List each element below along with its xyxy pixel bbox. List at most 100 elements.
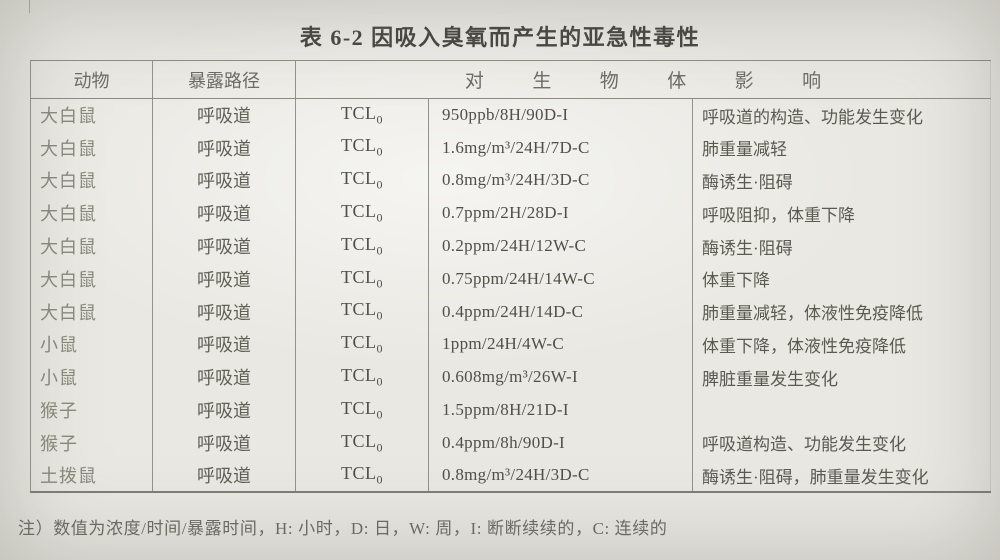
table-row: 大白鼠 呼吸道 TCL0 0.4ppm/24H/14D-C 肺重量减轻，体液性免… — [31, 295, 991, 329]
table-row: 大白鼠 呼吸道 TCL0 1.6mg/m³/24H/7D-C 肺重量减轻 — [31, 131, 991, 165]
table-row: 大白鼠 呼吸道 TCL0 0.75ppm/24H/14W-C 体重下降 — [31, 262, 991, 296]
tcl-text: TCL — [341, 397, 377, 418]
animal-cell: 小鼠 — [40, 368, 78, 389]
tcl-text: TCL — [341, 299, 377, 320]
dose-cell: 0.8mg/m³/24H/3D-C — [428, 164, 693, 197]
tcl-cell: TCL0 — [295, 426, 429, 460]
effect-cell: 呼吸道构造、功能发生变化 — [691, 426, 991, 460]
table-row: 猴子 呼吸道 TCL0 1.5ppm/8H/21D-I — [31, 393, 991, 427]
effect-cell: 体重下降 — [691, 262, 991, 296]
dose-cell: 0.4ppm/24H/14D-C — [428, 295, 693, 329]
table-title: 表 6-2 因吸入臭氧而产生的亚急性毒性 — [299, 25, 701, 50]
dose-cell: 0.7ppm/2H/28D-I — [428, 196, 693, 230]
effect-cell — [691, 393, 991, 427]
exposure-route-cell: 呼吸道 — [152, 164, 296, 197]
tcl-text: TCL — [341, 168, 377, 189]
header-row: 动物 暴露路径 对生物体影响 — [30, 60, 991, 99]
tcl-cell: TCL0 — [295, 164, 429, 197]
effect-cell: 脾脏重量发生变化 — [691, 360, 991, 394]
exposure-route-cell: 呼吸道 — [152, 131, 296, 165]
dose-cell: 1ppm/24H/4W-C — [428, 328, 693, 361]
tcl-subscript: 0 — [376, 144, 383, 159]
tcl-cell: TCL0 — [295, 295, 429, 329]
dose-cell: 950ppb/8H/90D-I — [428, 98, 693, 132]
tcl-subscript: 0 — [376, 177, 383, 192]
tcl-subscript: 0 — [376, 341, 383, 356]
table-row: 大白鼠 呼吸道 TCL0 950ppb/8H/90D-I 呼吸道的构造、功能发生… — [31, 98, 991, 132]
dose-cell: 0.608mg/m³/26W-I — [428, 360, 693, 394]
header-effect-on-organism: 对生物体影响 — [294, 60, 991, 99]
tcl-cell: TCL0 — [295, 262, 429, 296]
tcl-cell: TCL0 — [295, 131, 429, 165]
tcl-cell: TCL0 — [295, 98, 429, 132]
effect-cell: 酶诱生·阻碍，肺重量发生变化 — [691, 459, 991, 493]
exposure-route-cell: 呼吸道 — [152, 262, 296, 296]
tcl-subscript: 0 — [376, 243, 383, 258]
animal-cell: 大白鼠 — [40, 237, 97, 258]
tcl-cell: TCL0 — [295, 229, 429, 263]
effect-cell: 酶诱生·阻碍 — [691, 229, 991, 263]
exposure-route-cell: 呼吸道 — [152, 98, 296, 132]
dose-cell: 1.5ppm/8H/21D-I — [428, 393, 693, 427]
animal-cell: 大白鼠 — [40, 302, 97, 323]
tcl-text: TCL — [341, 332, 377, 353]
dose-cell: 0.8mg/m³/24H/3D-C — [428, 459, 693, 493]
tcl-subscript: 0 — [376, 407, 383, 422]
effect-cell: 酶诱生·阻碍 — [691, 164, 991, 197]
scan-artifact-line — [29, 0, 30, 13]
tcl-text: TCL — [341, 200, 377, 221]
animal-cell: 大白鼠 — [40, 269, 97, 290]
tcl-cell: TCL0 — [295, 328, 429, 361]
tcl-subscript: 0 — [376, 374, 383, 389]
table-row: 大白鼠 呼吸道 TCL0 0.2ppm/24H/12W-C 酶诱生·阻碍 — [31, 229, 991, 263]
tcl-subscript: 0 — [376, 440, 383, 455]
tcl-subscript: 0 — [376, 210, 383, 225]
dose-cell: 0.75ppm/24H/14W-C — [428, 262, 693, 296]
table-row: 小鼠 呼吸道 TCL0 0.608mg/m³/26W-I 脾脏重量发生变化 — [31, 360, 991, 394]
footnote: 注）数值为浓度/时间/暴露时间，H: 小时，D: 日，W: 周，I: 断断续续的… — [18, 519, 668, 538]
animal-cell: 猴子 — [40, 433, 78, 454]
dose-cell: 0.2ppm/24H/12W-C — [428, 229, 693, 263]
exposure-route-cell: 呼吸道 — [152, 360, 296, 394]
header-animal: 动物 — [30, 60, 153, 99]
animal-cell: 大白鼠 — [40, 171, 97, 192]
tcl-subscript: 0 — [376, 276, 383, 291]
tcl-text: TCL — [341, 430, 377, 451]
effect-cell: 肺重量减轻 — [691, 131, 991, 165]
table-body: 大白鼠 呼吸道 TCL0 950ppb/8H/90D-I 呼吸道的构造、功能发生… — [31, 98, 991, 493]
animal-cell: 猴子 — [40, 401, 78, 422]
tcl-subscript: 0 — [376, 112, 383, 127]
tcl-text: TCL — [341, 135, 377, 156]
table-row: 土拨鼠 呼吸道 TCL0 0.8mg/m³/24H/3D-C 酶诱生·阻碍，肺重… — [31, 459, 991, 493]
effect-cell: 肺重量减轻，体液性免疫降低 — [691, 295, 991, 329]
table-row: 猴子 呼吸道 TCL0 0.4ppm/8h/90D-I 呼吸道构造、功能发生变化 — [31, 426, 991, 460]
effect-cell: 呼吸道的构造、功能发生变化 — [691, 98, 991, 132]
tcl-text: TCL — [341, 266, 377, 287]
exposure-route-cell: 呼吸道 — [152, 426, 296, 460]
tcl-text: TCL — [341, 462, 377, 483]
exposure-route-cell: 呼吸道 — [152, 459, 296, 493]
animal-cell: 大白鼠 — [40, 204, 97, 225]
tcl-text: TCL — [341, 102, 377, 123]
toxicity-table: 动物 暴露路径 对生物体影响 大白鼠 呼吸道 TCL0 950ppb/8H/90… — [30, 60, 992, 494]
tcl-cell: TCL0 — [295, 393, 429, 427]
animal-cell: 大白鼠 — [40, 106, 97, 127]
tcl-text: TCL — [341, 364, 377, 385]
animal-cell: 小鼠 — [40, 335, 78, 356]
exposure-route-cell: 呼吸道 — [152, 196, 296, 230]
exposure-route-cell: 呼吸道 — [152, 328, 296, 361]
exposure-route-cell: 呼吸道 — [152, 393, 296, 427]
table-row: 大白鼠 呼吸道 TCL0 0.7ppm/2H/28D-I 呼吸阻抑，体重下降 — [31, 196, 991, 230]
tcl-text: TCL — [341, 233, 377, 254]
tcl-cell: TCL0 — [295, 459, 429, 493]
effect-cell: 呼吸阻抑，体重下降 — [691, 196, 991, 230]
table-row: 大白鼠 呼吸道 TCL0 0.8mg/m³/24H/3D-C 酶诱生·阻碍 — [31, 164, 991, 197]
animal-cell: 土拨鼠 — [40, 466, 97, 487]
effect-cell: 体重下降，体液性免疫降低 — [691, 328, 991, 361]
tcl-cell: TCL0 — [295, 360, 429, 394]
tcl-subscript: 0 — [376, 472, 383, 487]
dose-cell: 1.6mg/m³/24H/7D-C — [428, 131, 693, 165]
dose-cell: 0.4ppm/8h/90D-I — [428, 426, 693, 460]
tcl-subscript: 0 — [376, 308, 383, 323]
